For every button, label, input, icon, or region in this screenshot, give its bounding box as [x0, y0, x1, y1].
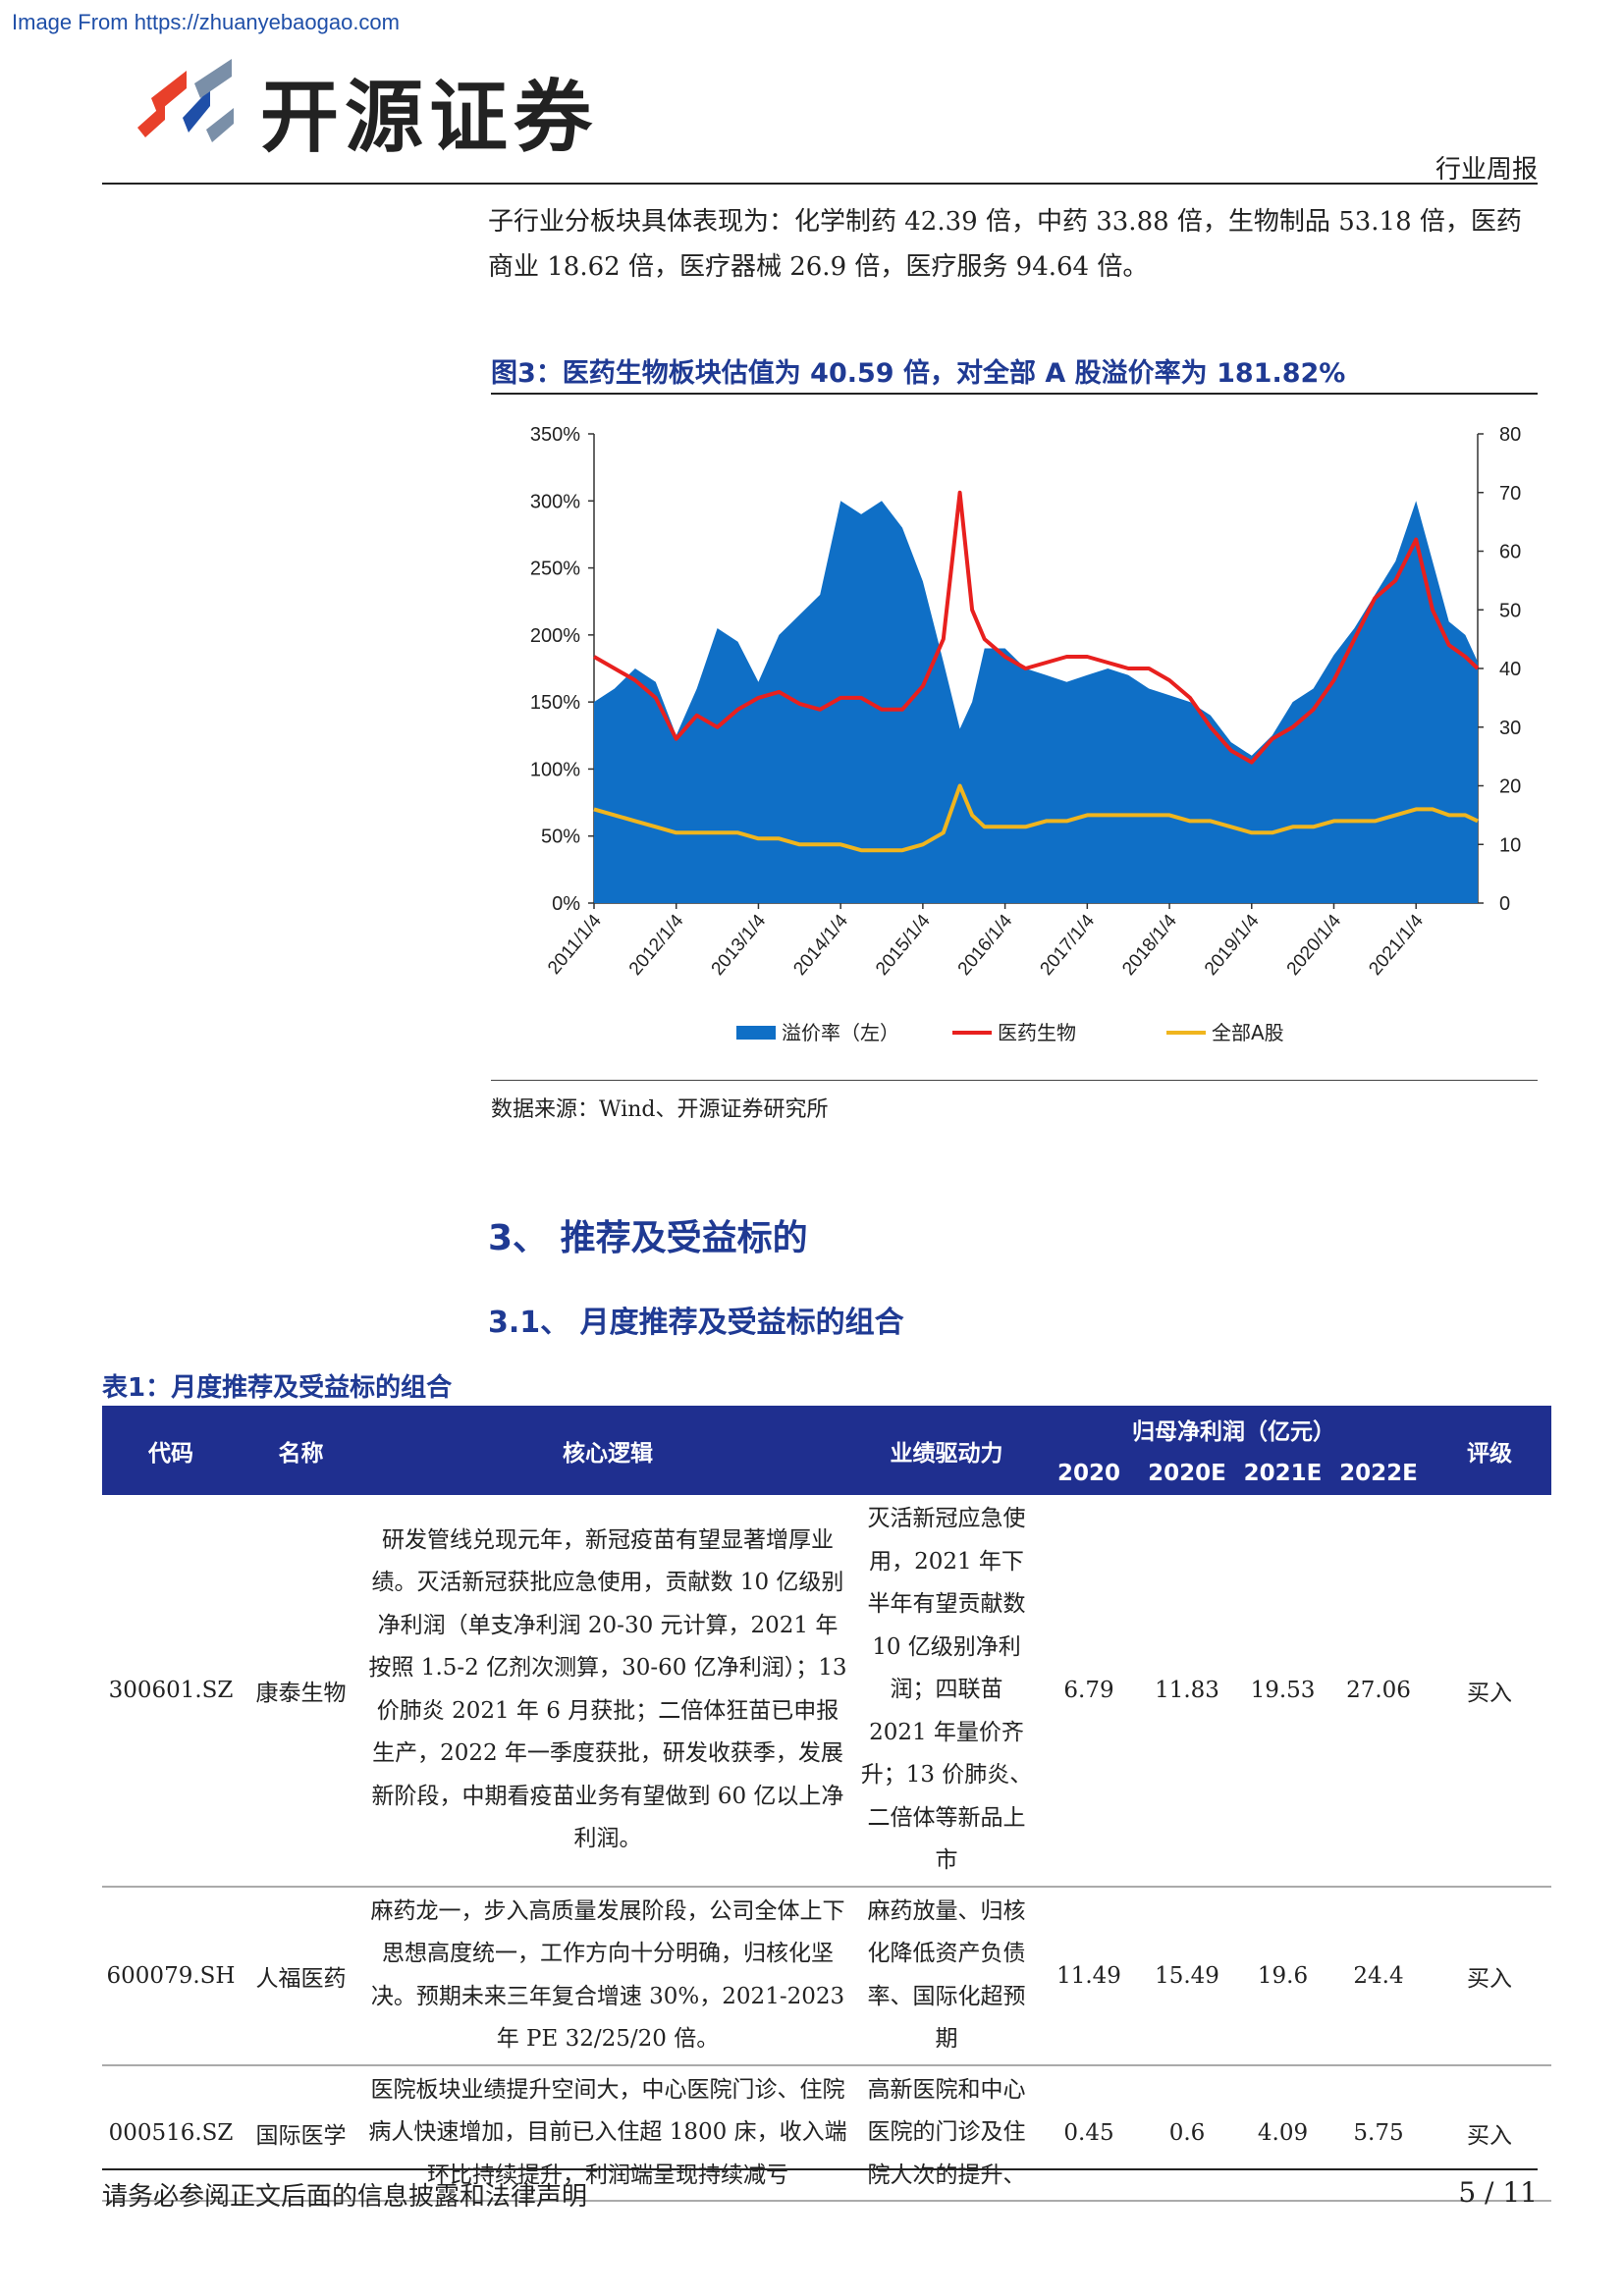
- series-area-premium: [594, 501, 1478, 903]
- header-year: 2020: [1040, 1452, 1138, 1495]
- table-row: 600079.SH 人福医药 麻药龙一，步入高质量发展阶段，公司全体上下思想高度…: [102, 1886, 1551, 2066]
- header-code: 代码: [102, 1406, 240, 1495]
- cell-code: 300601.SZ: [102, 1495, 240, 1888]
- figure-title: 图3：医药生物板块估值为 40.59 倍，对全部 A 股溢价率为 181.82%: [491, 358, 1346, 389]
- header-profit: 归母净利润（亿元）: [1040, 1406, 1428, 1452]
- cell-name: 康泰生物: [240, 1495, 362, 1888]
- cell-profit: 19.53: [1236, 1495, 1329, 1888]
- cell-profit: 27.06: [1329, 1495, 1428, 1888]
- valuation-chart: 0% 50% 100% 150% 200% 250% 300% 350% 0 10 20 30 40 50…: [530, 424, 1521, 1044]
- header-year: 2022E: [1329, 1452, 1428, 1495]
- header-year: 2020E: [1138, 1452, 1236, 1495]
- page-number: 5 / 11: [1458, 2176, 1538, 2209]
- left-tick-label: 250%: [530, 559, 580, 580]
- cell-rating: 买入: [1428, 2064, 1551, 2202]
- cell-profit: 11.83: [1138, 1495, 1236, 1888]
- right-tick-label: 60: [1499, 542, 1521, 563]
- brand-name: 开源证券: [260, 72, 598, 163]
- source-divider: [491, 1080, 1538, 1081]
- x-tick-label: 2013/1/4: [708, 910, 771, 979]
- cell-driver: 高新医院和中心医院的门诊及住院人次的提升、: [853, 2064, 1040, 2202]
- x-tick-label: 2018/1/4: [1118, 910, 1181, 979]
- table-row: 300601.SZ 康泰生物 研发管线兑现元年，新冠疫苗有望显著增厚业绩。灭活新…: [102, 1495, 1551, 1888]
- right-tick-label: 70: [1499, 483, 1521, 505]
- footer-divider: [102, 2168, 1538, 2170]
- section-heading: 3、 推荐及受益标的: [488, 1218, 808, 1258]
- header-driver: 业绩驱动力: [853, 1406, 1040, 1495]
- left-tick-label: 300%: [530, 491, 580, 512]
- subsection-heading: 3.1、 月度推荐及受益标的组合: [488, 1306, 904, 1340]
- series-line-all-a: [593, 783, 1479, 853]
- cell-name: 国际医学: [240, 2064, 362, 2202]
- cell-rating: 买入: [1428, 1495, 1551, 1888]
- cell-driver: 麻药放量、归核化降低资产负债率、国际化超预期: [853, 1886, 1040, 2066]
- cell-logic: 研发管线兑现元年，新冠疫苗有望显著增厚业绩。灭活新冠获批应急使用，贡献数 10 …: [362, 1495, 853, 1888]
- header-divider: [102, 183, 1538, 185]
- x-tick-label: 2011/1/4: [544, 910, 606, 978]
- cell-profit: 15.49: [1138, 1886, 1236, 2066]
- brand-logo-icon: [137, 59, 234, 142]
- x-tick-label: 2019/1/4: [1201, 910, 1264, 979]
- cell-code: 000516.SZ: [102, 2064, 240, 2202]
- cell-name: 人福医药: [240, 1886, 362, 2066]
- x-tick-label: 2012/1/4: [625, 910, 688, 979]
- figure-source: 数据来源：Wind、开源证券研究所: [491, 1097, 829, 1122]
- left-tick-label: 0%: [552, 893, 580, 915]
- cell-profit: 11.49: [1040, 1886, 1138, 2066]
- cell-profit: 19.6: [1236, 1886, 1329, 2066]
- header-name: 名称: [240, 1406, 362, 1495]
- cell-driver: 灭活新冠应急使用，2021 年下半年有望贡献数 10 亿级别净利润；四联苗 20…: [853, 1495, 1040, 1888]
- x-tick-label: 2017/1/4: [1037, 910, 1100, 979]
- table-title: 表1：月度推荐及受益标的组合: [102, 1373, 453, 1403]
- cell-profit: 24.4: [1329, 1886, 1428, 2066]
- left-tick-label: 50%: [541, 827, 580, 848]
- cell-profit: 4.09: [1236, 2064, 1329, 2202]
- cell-logic: 医院板块业绩提升空间大，中心医院门诊、住院病人快速增加，目前已入住超 1800 …: [362, 2064, 853, 2202]
- right-tick-label: 0: [1499, 893, 1510, 915]
- header-year: 2021E: [1236, 1452, 1329, 1495]
- left-tick-label: 100%: [530, 759, 580, 780]
- intro-paragraph: 子行业分板块具体表现为：化学制药 42.39 倍，中药 33.88 倍，生物制品…: [488, 207, 1522, 282]
- legend-label: 全部A股: [1212, 1021, 1284, 1044]
- cell-code: 600079.SH: [102, 1886, 240, 2066]
- recommendation-table: 代码 名称 核心逻辑 业绩驱动力 归母净利润（亿元） 评级 2020 2020E…: [102, 1406, 1551, 2202]
- right-tick-label: 20: [1499, 776, 1521, 798]
- left-tick-label: 200%: [530, 625, 580, 647]
- legend-label: 溢价率（左）: [782, 1021, 899, 1044]
- right-tick-label: 30: [1499, 718, 1521, 739]
- x-tick-label: 2015/1/4: [872, 910, 935, 979]
- header-rating: 评级: [1428, 1406, 1551, 1495]
- cell-profit: 0.6: [1138, 2064, 1236, 2202]
- legend-label: 医药生物: [998, 1021, 1076, 1044]
- table-row: 000516.SZ 国际医学 医院板块业绩提升空间大，中心医院门诊、住院病人快速…: [102, 2064, 1551, 2202]
- x-tick-label: 2021/1/4: [1365, 910, 1428, 979]
- watermark: Image From https://zhuanyebaogao.com: [12, 10, 400, 34]
- cell-profit: 0.45: [1040, 2064, 1138, 2202]
- series-line-pharma: [593, 490, 1480, 765]
- x-tick-label: 2020/1/4: [1283, 910, 1346, 979]
- right-tick-label: 10: [1499, 834, 1521, 856]
- left-tick-label: 350%: [530, 424, 580, 446]
- cell-rating: 买入: [1428, 1886, 1551, 2066]
- header-logic: 核心逻辑: [362, 1406, 853, 1495]
- legend-swatch: [736, 1026, 776, 1040]
- cell-profit: 6.79: [1040, 1495, 1138, 1888]
- right-tick-label: 50: [1499, 600, 1521, 621]
- figure-divider: [491, 393, 1538, 395]
- cell-logic: 麻药龙一，步入高质量发展阶段，公司全体上下思想高度统一，工作方向十分明确，归核化…: [362, 1886, 853, 2066]
- x-tick-label: 2014/1/4: [789, 910, 852, 979]
- report-type: 行业周报: [1435, 155, 1538, 185]
- left-tick-label: 150%: [530, 692, 580, 714]
- right-tick-label: 40: [1499, 659, 1521, 680]
- right-tick-label: 80: [1499, 424, 1521, 446]
- footer-disclaimer: 请务必参阅正文后面的信息披露和法律声明: [102, 2182, 588, 2212]
- cell-profit: 5.75: [1329, 2064, 1428, 2202]
- x-tick-label: 2016/1/4: [954, 910, 1017, 979]
